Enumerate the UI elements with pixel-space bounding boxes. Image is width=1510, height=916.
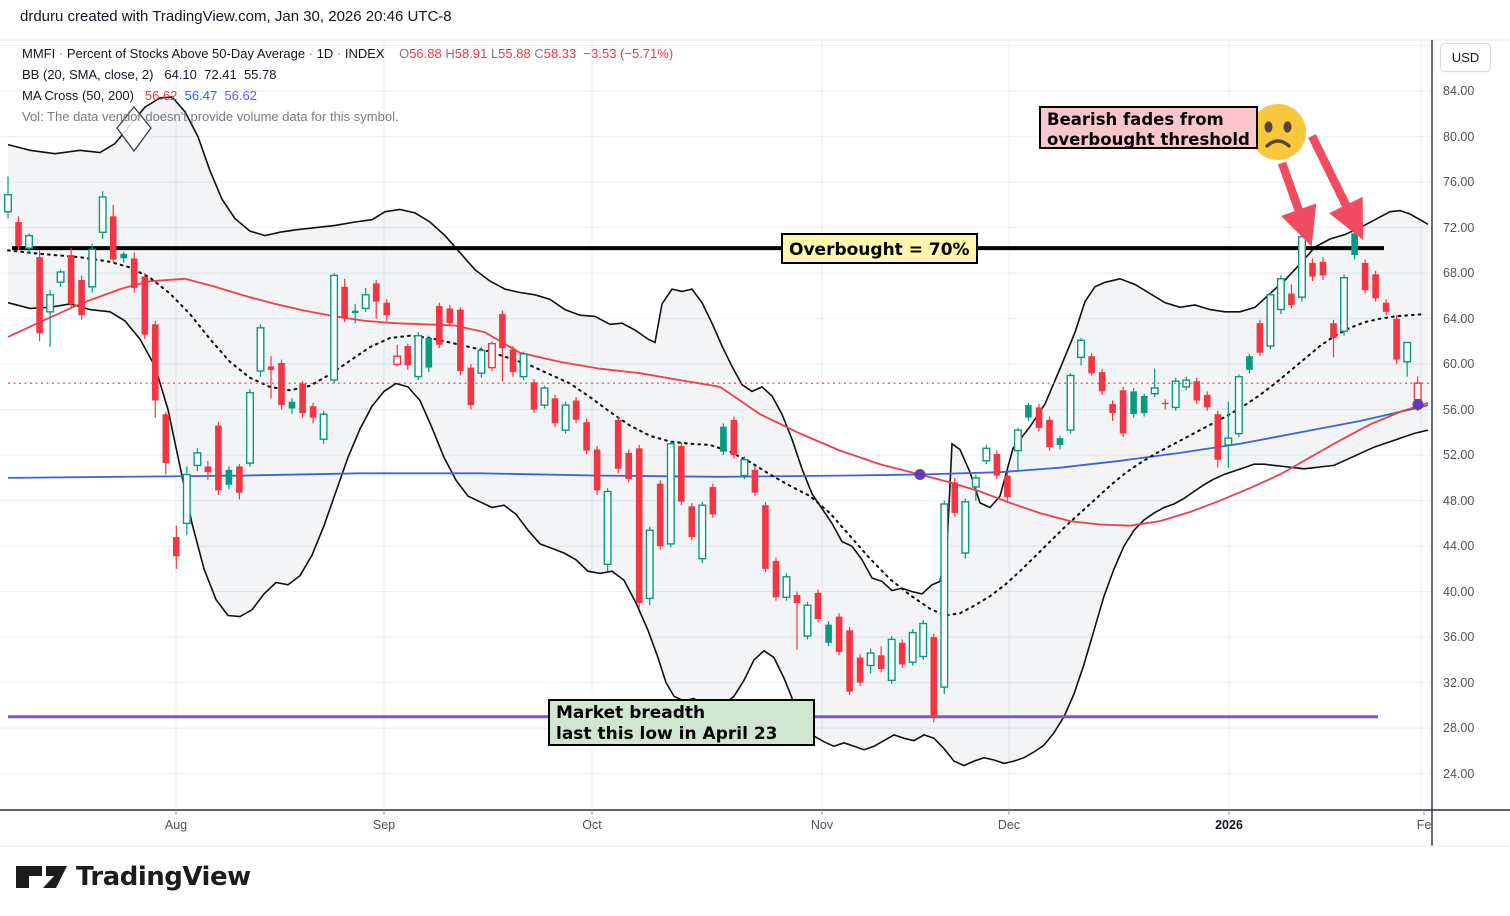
high-value: 58.91 xyxy=(454,46,488,61)
price-label: 84.00 xyxy=(1443,84,1475,99)
breadth-line2: last this low in April 23 xyxy=(556,724,778,744)
bearish-arrow xyxy=(1308,134,1364,241)
month-label-aug: Aug xyxy=(164,818,188,832)
price-label: 76.00 xyxy=(1443,175,1475,190)
market-breadth-label[interactable]: Market breadth last this low in April 23 xyxy=(548,699,815,746)
bb-value-upper: 72.41 xyxy=(204,67,237,82)
month-label-oct: Oct xyxy=(582,818,602,832)
price-label: 68.00 xyxy=(1443,266,1475,281)
overbought-label[interactable]: Overbought = 70% xyxy=(781,233,978,264)
month-label-sep: Sep xyxy=(372,818,396,832)
price-label: 72.00 xyxy=(1443,220,1475,235)
price-label: 64.00 xyxy=(1443,311,1475,326)
open-value: 56.88 xyxy=(409,46,442,61)
price-label: 52.00 xyxy=(1443,448,1475,463)
ma-cross-value: 56.62 xyxy=(224,88,257,103)
tradingview-logo-icon xyxy=(16,866,67,888)
currency-button[interactable]: USD xyxy=(1440,43,1491,72)
symbol-exchange: INDEX xyxy=(344,46,385,61)
page-title: drduru created with TradingView.com, Jan… xyxy=(20,8,452,25)
month-label-fe: Fe xyxy=(1416,818,1432,832)
frowning-face-emoji xyxy=(1250,104,1306,160)
breadth-line1: Market breadth xyxy=(556,703,706,723)
price-label: 24.00 xyxy=(1443,766,1475,781)
bb-lower-band xyxy=(7,301,1429,767)
symbol-name: MMFI xyxy=(22,46,56,61)
tradingview-logo[interactable]: TradingView xyxy=(16,860,251,894)
ma-cross-title: MA Cross (50, 200) xyxy=(22,88,134,103)
bb-value-lower: 55.78 xyxy=(243,67,277,82)
ma-cross-marker xyxy=(1412,399,1424,411)
ma-cross-marker xyxy=(914,468,926,480)
ma200-value: 56.47 xyxy=(184,88,218,103)
bearish-line1: Bearish fades from xyxy=(1047,110,1224,129)
price-label: 60.00 xyxy=(1443,357,1475,372)
bb-title: BB (20, SMA, close, 2) xyxy=(22,67,154,82)
month-label-dec: Dec xyxy=(997,818,1021,832)
gridlines xyxy=(0,40,1432,810)
bb-upper-band xyxy=(7,96,1429,595)
symbol-legend: MMFI · Percent of Stocks Above 50-Day Av… xyxy=(22,46,674,61)
price-label: 28.00 xyxy=(1443,721,1475,736)
ma50-line xyxy=(7,277,1429,527)
price-label: 44.00 xyxy=(1443,539,1475,554)
month-label-2026: 2026 xyxy=(1215,818,1243,832)
ma-cross-legend: MA Cross (50, 200) 56.62 56.47 56.62 xyxy=(22,88,257,103)
ma50-value: 56.62 xyxy=(144,88,178,103)
price-label: 40.00 xyxy=(1443,584,1475,599)
candles xyxy=(3,176,1422,723)
tradingview-logo-text: TradingView xyxy=(76,862,251,892)
price-label: 80.00 xyxy=(1443,129,1475,144)
bb-legend: BB (20, SMA, close, 2) 64.10 72.41 55.78 xyxy=(22,67,277,82)
cursor-diamond xyxy=(116,105,152,153)
price-label: 32.00 xyxy=(1443,675,1475,690)
bb-basis-dotted xyxy=(6,249,1427,617)
bb-value-basis: 64.10 xyxy=(164,67,197,82)
month-label-nov: Nov xyxy=(810,818,834,832)
low-value: 55.88 xyxy=(498,46,531,61)
symbol-interval: 1D xyxy=(316,46,334,61)
price-label: 48.00 xyxy=(1443,493,1475,508)
change-value: −3.53 (−5.71%) xyxy=(583,46,674,61)
bearish-line2: overbought threshold xyxy=(1047,130,1250,149)
price-label: 36.00 xyxy=(1443,630,1475,645)
bb-fill xyxy=(8,96,1428,766)
volume-note: Vol: The data vendor doesn't provide vol… xyxy=(22,109,399,124)
price-label: 56.00 xyxy=(1443,402,1475,417)
close-value: 58.33 xyxy=(543,46,577,61)
symbol-description: Percent of Stocks Above 50-Day Average xyxy=(66,46,306,61)
bearish-fades-label[interactable]: Bearish fades from overbought threshold xyxy=(1039,106,1258,149)
bearish-arrow xyxy=(1277,161,1317,247)
